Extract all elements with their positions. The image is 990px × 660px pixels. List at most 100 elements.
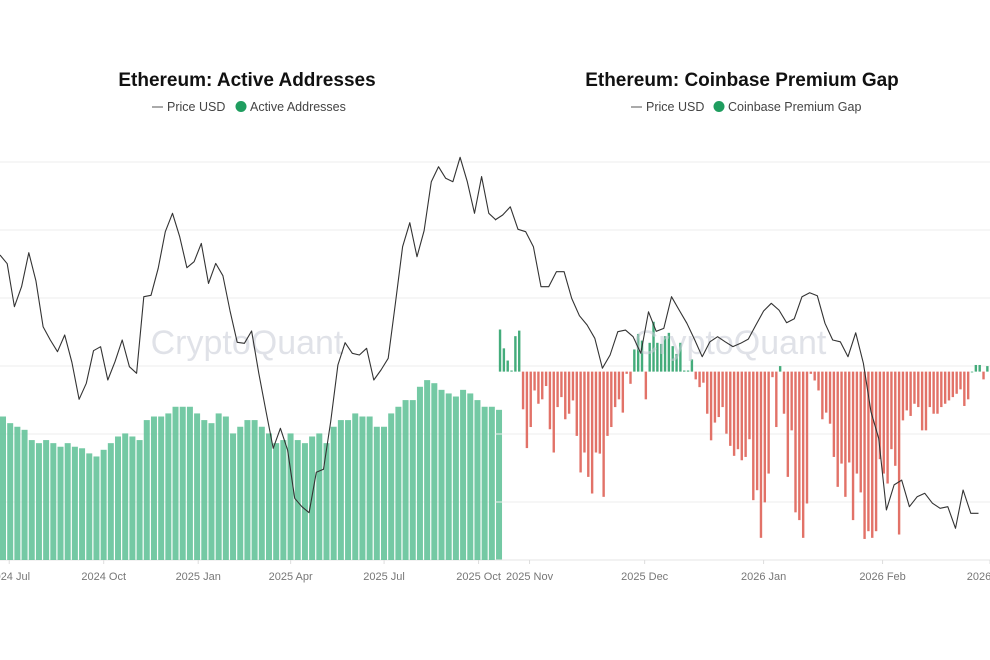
bar (871, 371, 874, 538)
bar (481, 406, 488, 560)
bar (552, 371, 555, 453)
bar (502, 348, 506, 372)
bar (813, 371, 816, 381)
legend: Price USD Coinbase Premium Gap (631, 100, 861, 114)
bar (686, 370, 690, 372)
bar (381, 426, 388, 560)
bar (924, 371, 928, 431)
bar (713, 371, 717, 423)
bar (594, 371, 598, 453)
bar (763, 371, 767, 503)
bar (809, 371, 813, 374)
bar (244, 420, 251, 560)
bar (943, 371, 947, 404)
bar (598, 371, 602, 454)
bar (518, 330, 521, 372)
bar (251, 420, 258, 560)
bar (237, 426, 244, 560)
legend: Price USD Active Addresses (152, 100, 346, 114)
bar (373, 426, 380, 560)
bar (294, 440, 301, 560)
watermark: CryptoQuant (634, 324, 827, 362)
bar (510, 370, 513, 372)
bar (767, 371, 770, 474)
x-tick-label: 2025 Apr (269, 571, 313, 583)
bar (782, 371, 786, 414)
bar (575, 371, 578, 436)
bar (100, 449, 107, 560)
legend-dot-icon (713, 101, 725, 112)
bar (694, 371, 697, 380)
bar (663, 336, 667, 372)
bar (409, 400, 416, 560)
x-tick-label: 2026 Feb (859, 571, 905, 583)
bar (587, 371, 590, 477)
bar (359, 416, 366, 560)
bar (732, 371, 736, 456)
bar (498, 329, 502, 372)
bar (280, 440, 287, 560)
bar (825, 371, 828, 413)
bar (966, 371, 970, 400)
bar (633, 349, 636, 372)
x-tick-label: 2025 Oct (456, 571, 501, 583)
bar (215, 413, 222, 560)
bar (652, 321, 655, 372)
bar (959, 371, 962, 390)
bar (28, 440, 35, 560)
legend-series-label: Active Addresses (250, 100, 346, 114)
bar (467, 393, 474, 560)
bar (905, 371, 908, 411)
bar (115, 436, 122, 560)
bar (706, 371, 709, 414)
bar (736, 371, 740, 450)
bar (64, 443, 71, 560)
bar (424, 380, 431, 560)
bar (775, 371, 778, 428)
legend-price-label: Price USD (646, 100, 704, 114)
bar (702, 371, 705, 383)
bar (460, 389, 467, 560)
bar (671, 346, 674, 372)
bar (947, 371, 951, 401)
bar (43, 440, 50, 560)
bar (529, 371, 532, 428)
bar (208, 423, 215, 560)
legend-series-label: Coinbase Premium Gap (728, 100, 861, 114)
bar (564, 371, 567, 420)
bar (717, 371, 720, 418)
x-tick-label: 2025 Dec (621, 571, 669, 583)
bar (93, 456, 100, 560)
bar (932, 371, 935, 414)
bar (165, 413, 172, 560)
bar (395, 406, 402, 560)
bar (431, 383, 438, 560)
bar (583, 371, 586, 453)
bar (683, 370, 686, 372)
bar (7, 423, 14, 560)
bar (14, 426, 21, 560)
bar (330, 426, 337, 560)
bar (617, 371, 621, 400)
bar (172, 406, 179, 560)
bar (86, 453, 93, 560)
bar (613, 371, 617, 408)
bar (541, 371, 544, 400)
bar (579, 371, 582, 473)
bar (537, 371, 540, 404)
bar (725, 371, 728, 434)
bar (621, 371, 625, 413)
bar (323, 443, 330, 560)
bar (525, 371, 529, 449)
bar (21, 429, 28, 560)
bar (567, 371, 571, 414)
bar (230, 433, 237, 560)
bar (890, 371, 893, 450)
bar (222, 416, 229, 560)
bar (366, 416, 373, 560)
bar (352, 413, 359, 560)
x-tick-label: 2024 Jul (0, 571, 30, 583)
bar (675, 353, 678, 372)
bar (667, 332, 671, 372)
